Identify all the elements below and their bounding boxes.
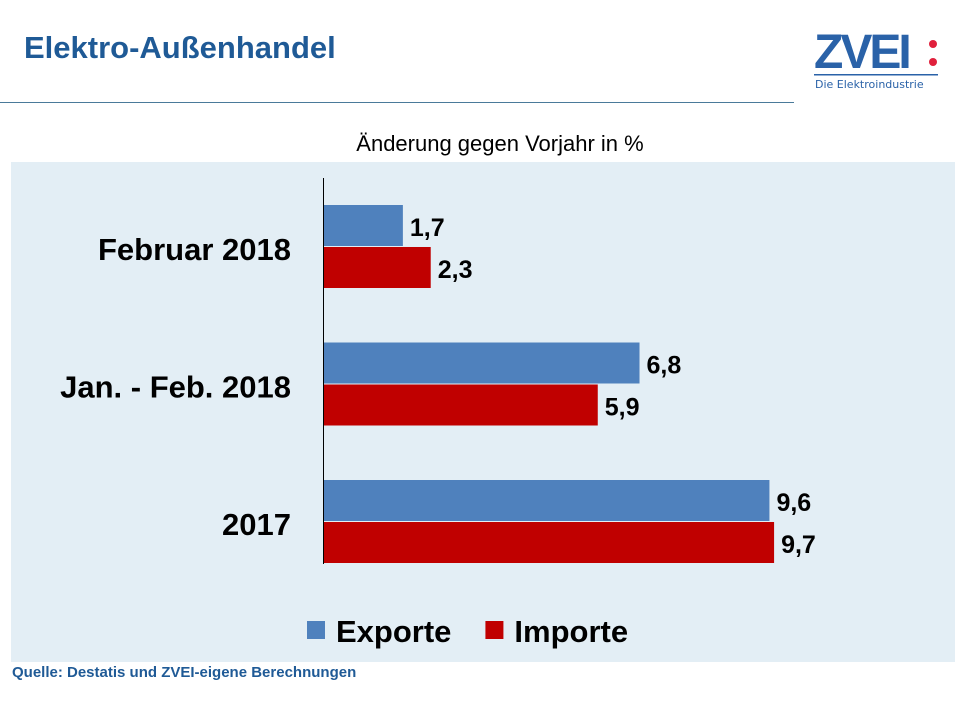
category-label: Februar 2018	[98, 232, 291, 267]
bar-importe	[324, 247, 431, 288]
bar-exporte	[324, 342, 640, 384]
page-title: Elektro-Außenhandel	[24, 30, 336, 65]
legend-swatch	[307, 621, 325, 639]
data-label: 6,8	[647, 352, 682, 380]
title-divider	[0, 102, 794, 103]
zvei-logo: ZVEI Die Elektroindustrie	[814, 26, 938, 91]
legend-swatch	[485, 621, 504, 639]
bar-exporte	[324, 480, 770, 521]
data-label: 5,9	[605, 394, 640, 422]
svg-text:Die Elektroindustrie: Die Elektroindustrie	[815, 78, 924, 91]
svg-text:ZVEI: ZVEI	[814, 26, 909, 79]
chart-subtitle: Änderung gegen Vorjahr in %	[356, 131, 644, 156]
data-label: 2,3	[438, 256, 473, 284]
bar-importe	[324, 522, 775, 563]
data-label: 9,6	[776, 489, 811, 517]
source-note: Quelle: Destatis und ZVEI-eigene Berechn…	[12, 664, 357, 681]
category-label: Jan. - Feb. 2018	[60, 370, 291, 405]
legend-label: Exporte	[336, 614, 451, 649]
data-label: 9,7	[781, 531, 816, 559]
data-label: 1,7	[410, 214, 445, 242]
category-label: 2017	[222, 507, 291, 542]
legend-label: Importe	[514, 614, 628, 649]
bar-importe	[324, 384, 598, 426]
bar-exporte	[324, 205, 403, 246]
